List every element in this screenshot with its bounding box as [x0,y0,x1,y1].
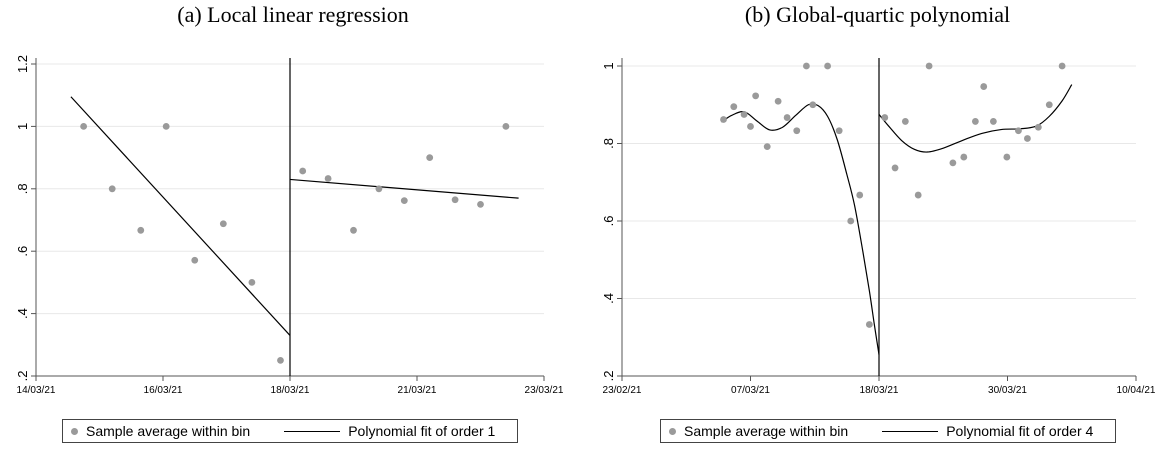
chart-a-point-7 [277,357,284,364]
chart-a-point-2 [137,226,145,234]
chart-a-y-tick-label-1: .4 [15,308,30,319]
chart-a-point-8 [299,167,307,175]
chart-a-point-12 [400,197,408,205]
chart-a-point-14 [451,196,459,204]
chart-b-x-tick-label-0: 23/02/21 [603,385,642,396]
chart-b-point-28 [1024,135,1031,142]
chart-a-point-5 [219,220,227,228]
chart-a-y-tick-label-4: 1 [15,123,30,130]
chart-a-fit-left [70,96,291,336]
chart-b-x-tick-label-2: 18/03/21 [860,385,899,396]
legend-b: Sample average within bin Polynomial fit… [660,419,1116,443]
chart-b-point-11 [824,62,831,70]
chart-b-point-18 [901,118,909,125]
chart-b-point-6 [774,97,782,105]
chart-b-point-2 [740,111,748,118]
chart-a-x-tick-label-2: 18/03/21 [271,385,310,396]
chart-b-y-tick-label-2: .6 [601,216,616,227]
chart-b-point-12 [835,127,843,135]
legend-b-points-label: Sample average within bin [684,423,849,439]
chart-b-plot: .2 .4 .6 .8 1 23/02/21 07/03/21 18/03/21 30/03/2… [601,58,1156,396]
chart-b-point-0 [720,116,727,123]
chart-b-y-tick-label-3: .8 [601,138,616,149]
chart-b-point-25 [989,118,997,125]
chart-a-y-tick-label-3: .8 [15,183,30,194]
legend-a-points-label: Sample average within bin [86,423,251,439]
chart-b-point-31 [1058,62,1066,70]
chart-b-point-16 [881,114,889,121]
chart-a-x-tick-label-1: 16/03/21 [144,385,183,396]
chart-b-fit-right [878,84,1073,153]
chart-b-y-tick-label-1: .4 [601,293,616,304]
chart-b-point-21 [949,159,957,167]
chart-b-x-tick-label-3: 30/03/21 [988,385,1027,396]
chart-a-y-tick-label-5: 1.2 [15,55,30,73]
chart-b-point-7 [783,114,791,121]
chart-a-point-9 [324,175,332,182]
chart-b-point-8 [793,127,801,135]
chart-b-point-20 [925,62,933,70]
chart-b-point-27 [1015,127,1022,135]
legend-a-fit: Polynomial fit of order 1 [284,423,495,439]
chart-a-point-10 [350,226,357,234]
chart-a-point-3 [162,123,170,130]
chart-a-point-13 [426,154,434,161]
legend-b-dot-marker [669,427,676,435]
chart-a-x-tick-label-4: 23/03/21 [525,385,564,396]
legend-a-fit-label: Polynomial fit of order 1 [348,423,496,439]
chart-b-point-22 [960,153,968,161]
legend-b-line-marker [882,430,939,432]
chart-b-point-26 [1003,153,1011,161]
chart-b-point-29 [1034,123,1042,131]
chart-a-y-tick-label-2: .6 [15,246,30,257]
chart-b-x-tick-label-1: 07/03/21 [731,385,770,396]
chart-a-point-0 [80,123,88,130]
chart-a-point-6 [248,279,256,286]
legend-a-dot-marker [71,427,78,435]
chart-b-point-1 [730,103,738,111]
chart-a-point-15 [477,201,484,208]
chart-a-plot: .2 .4 .6 .8 1 1.2 14/03/21 16/03/21 18/03/21 21/0… [15,55,564,396]
chart-b-fit-left [721,103,880,355]
chart-a-x-tick-label-0: 14/03/21 [17,385,56,396]
chart-b-point-23 [971,118,979,125]
chart-b-point-3 [747,123,754,130]
chart-b-point-10 [809,101,817,109]
legend-a-points: Sample average within bin [71,423,250,439]
chart-b-point-24 [980,83,988,90]
chart-b-point-9 [802,62,810,70]
chart-b-point-14 [856,191,864,199]
chart-b-point-17 [891,164,899,172]
legend-a-line-marker [284,430,341,432]
chart-a-point-11 [375,185,383,193]
chart-b-point-30 [1045,101,1053,109]
chart-a-x-tick-label-3: 21/03/21 [398,385,437,396]
chart-a-point-4 [191,256,199,264]
chart-a-point-1 [108,185,116,193]
legend-a: Sample average within bin Polynomial fit… [62,419,518,443]
legend-b-fit-label: Polynomial fit of order 4 [946,423,1094,439]
chart-b-point-19 [914,191,922,199]
panel-a-title: (a) Local linear regression [177,2,409,27]
chart-b-point-5 [763,143,771,150]
chart-b-y-tick-label-4: 1 [601,62,616,69]
legend-b-fit: Polynomial fit of order 4 [882,423,1093,439]
chart-b-y-tick-label-0: .2 [601,371,616,382]
chart-a-fit-right [289,178,519,199]
chart-a-point-16 [502,123,510,130]
chart-b-x-tick-label-4: 10/04/21 [1117,385,1156,396]
legend-b-points: Sample average within bin [669,423,848,439]
chart-b-point-4 [752,92,760,100]
chart-b-point-15 [865,321,873,328]
panel-b-title: (b) Global-quartic polynomial [744,2,1011,27]
chart-b-point-13 [847,217,855,225]
chart-a-y-tick-label-0: .2 [15,371,30,382]
